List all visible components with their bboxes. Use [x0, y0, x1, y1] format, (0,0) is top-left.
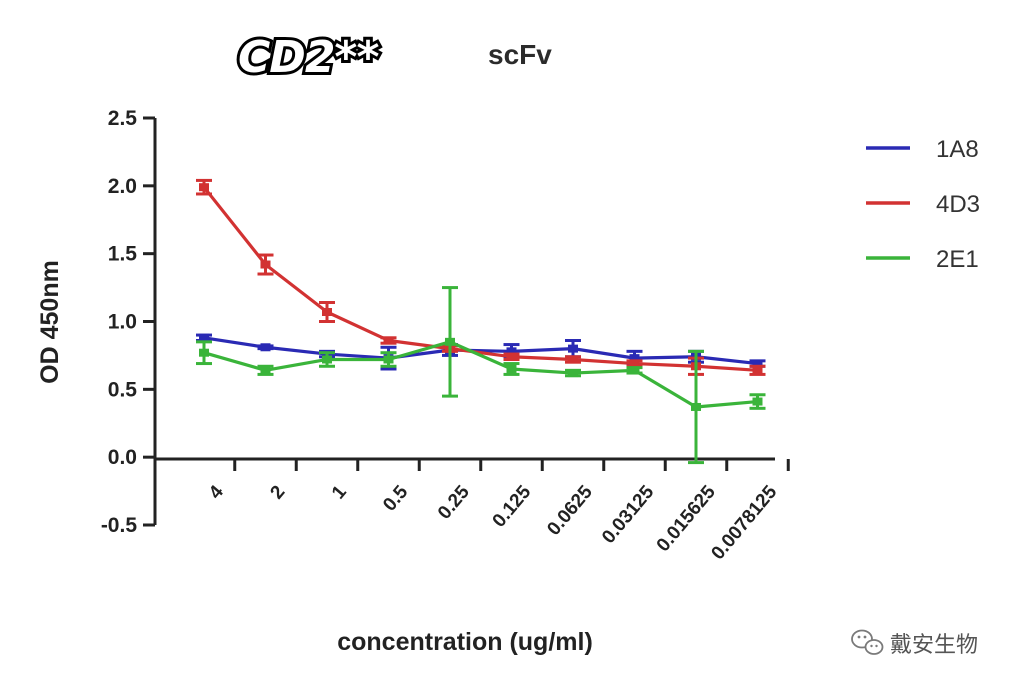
- data-point: [445, 337, 455, 346]
- data-point: [629, 354, 640, 363]
- chart-subtitle: scFv: [488, 39, 552, 70]
- x-axis: 4 2 1 0.5 0.25 0.125 0.0625 0.031250.0156250.00…: [155, 457, 790, 564]
- y-tick-label: 0.0: [108, 446, 137, 469]
- legend-item: 1A8: [866, 136, 979, 163]
- series-line: [202, 186, 758, 372]
- data-point: [752, 359, 763, 368]
- data-point: [506, 352, 517, 361]
- series-line: [203, 336, 758, 366]
- data-point: [506, 364, 517, 373]
- x-tick-label: 1: [328, 481, 351, 503]
- y-axis-label: OD 450nm: [36, 260, 64, 384]
- series-4D3: [196, 178, 766, 376]
- y-tick-label: 2.0: [108, 175, 137, 198]
- data-point: [199, 348, 209, 357]
- legend-label: 1A8: [936, 136, 979, 163]
- chart-title: CD2**: [238, 32, 379, 83]
- x-tick-label: 0.0078125: [708, 481, 782, 564]
- x-tick-label: 0.125: [489, 481, 536, 531]
- data-point: [199, 183, 209, 192]
- data-point: [322, 355, 332, 364]
- x-tick-label: 0.03125: [598, 481, 659, 547]
- wechat-icon: [851, 629, 884, 655]
- data-point: [322, 308, 332, 317]
- series-line: [203, 340, 758, 409]
- series-2E1: [196, 286, 766, 465]
- data-point: [568, 355, 578, 364]
- x-axis-label: concentration (ug/ml): [337, 628, 593, 656]
- data-point: [260, 343, 271, 352]
- x-tick-label: 0.015625: [653, 481, 720, 556]
- data-point: [629, 366, 640, 375]
- data-point: [629, 359, 640, 368]
- legend-label: 2E1: [936, 246, 979, 273]
- x-tick-label: 4: [205, 481, 228, 503]
- data-point: [199, 333, 209, 342]
- data-point: [260, 366, 271, 375]
- x-tick-label: 0.25: [434, 481, 474, 523]
- y-tick-label: 1.0: [108, 311, 137, 334]
- x-tick-label: 2: [266, 482, 289, 504]
- data-point: [568, 369, 578, 378]
- x-tick-label: 0.0625: [543, 481, 597, 539]
- watermark: 戴安生物: [851, 629, 978, 658]
- y-axis: 2.5 2.0 1.5 1.0 0.5 0.0 -0.5: [101, 107, 157, 537]
- y-tick-label: 1.5: [108, 243, 138, 266]
- y-tick-label: 0.5: [108, 378, 138, 401]
- watermark-text: 戴安生物: [890, 633, 978, 658]
- data-point: [752, 397, 763, 406]
- y-tick-label: 2.5: [108, 107, 138, 130]
- legend-item: 2E1: [866, 246, 979, 273]
- series-layer: [196, 178, 766, 465]
- legend: 1A8 4D3 2E1: [866, 136, 980, 273]
- y-tick-label: -0.5: [101, 514, 138, 537]
- data-point: [383, 336, 394, 345]
- data-point: [506, 347, 517, 356]
- legend-label: 4D3: [936, 191, 980, 218]
- data-point: [568, 344, 578, 353]
- data-point: [260, 260, 271, 269]
- x-tick-label: 0.5: [379, 481, 412, 515]
- data-point: [752, 366, 763, 375]
- data-point: [383, 355, 394, 364]
- data-point: [691, 402, 701, 411]
- legend-item: 4D3: [866, 191, 980, 218]
